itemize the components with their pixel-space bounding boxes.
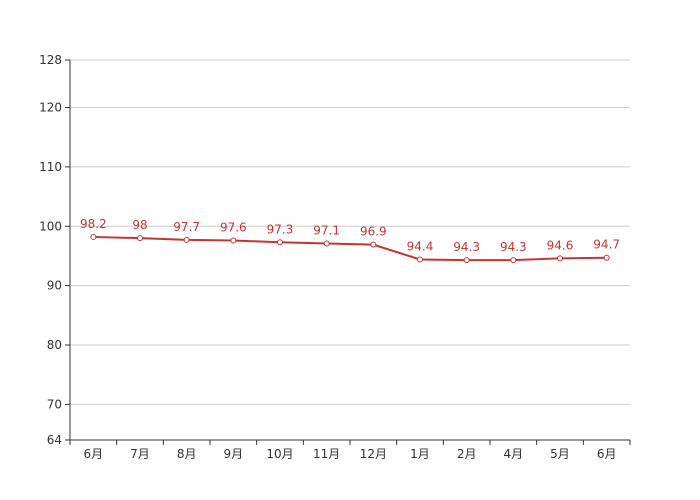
axes: 64 70 80 90 100 110 120 128 6月 7月 8月 9月 10月 11月 12月 1月 2… [39, 53, 631, 461]
data-point[interactable] [603, 254, 610, 261]
data-point[interactable] [90, 233, 97, 240]
data-label: 94.6 [547, 238, 574, 252]
y-tick-label: 110 [39, 160, 62, 174]
y-tick-label: 128 [39, 53, 62, 67]
data-point[interactable] [277, 239, 283, 246]
data-label: 96.9 [360, 225, 387, 239]
data-point[interactable] [417, 256, 423, 263]
x-tick-label: 12月 [360, 447, 387, 461]
data-label: 97.6 [220, 221, 247, 235]
x-tick-label: 11月 [313, 447, 340, 461]
data-point[interactable] [463, 257, 470, 264]
y-tick-label: 120 [39, 101, 62, 115]
x-tick-label: 2月 [457, 447, 477, 461]
y-tick-label: 100 [39, 219, 62, 233]
data-label: 98 [132, 218, 147, 232]
data-point[interactable] [183, 236, 190, 243]
x-tick-label: 6月 [84, 447, 104, 461]
x-tick-label: 6月 [597, 447, 617, 461]
data-point[interactable] [557, 255, 563, 262]
data-label: 97.1 [313, 223, 340, 237]
data-point[interactable] [370, 241, 377, 248]
data-labels: 98.2 98 97.7 97.6 97.3 97.1 96.9 94.4 94.3 94.3 94… [80, 217, 620, 254]
data-label: 94.3 [500, 240, 527, 254]
data-label: 94.3 [453, 240, 480, 254]
x-tick-label: 4月 [504, 447, 524, 461]
data-point[interactable] [230, 237, 237, 244]
y-tick-label: 90 [47, 279, 62, 293]
x-tick-label: 7月 [130, 447, 150, 461]
data-point[interactable] [510, 257, 517, 264]
data-label: 94.4 [407, 240, 434, 254]
x-tick-label: 5月 [550, 447, 570, 461]
data-point[interactable] [323, 240, 330, 247]
gridlines [70, 59, 630, 405]
y-tick-label: 70 [47, 397, 62, 411]
data-label: 97.3 [267, 222, 294, 236]
data-label: 94.7 [593, 238, 620, 252]
series-line [93, 235, 607, 262]
x-tick-label: 10月 [266, 447, 293, 461]
y-tick-label: 80 [47, 338, 62, 352]
y-tick-label: 64 [47, 433, 62, 447]
x-tick-label: 8月 [177, 447, 197, 461]
data-label: 97.7 [173, 220, 200, 234]
data-point[interactable] [137, 235, 143, 242]
series-layer [90, 233, 610, 264]
x-tick-label: 1月 [410, 447, 430, 461]
data-label: 98.2 [80, 217, 107, 231]
x-tick-label: 9月 [224, 447, 244, 461]
